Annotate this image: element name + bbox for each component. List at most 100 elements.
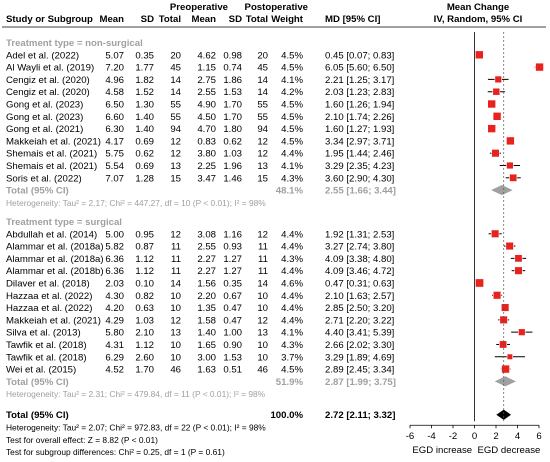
header-pre-mean: Mean: [99, 14, 124, 25]
post-sd-value: 1.86: [223, 75, 242, 86]
study-square: [475, 50, 484, 60]
x-tick-label: -6: [406, 431, 415, 442]
pre-mean-value: 5.54: [105, 161, 124, 172]
pre-mean-value: 4.30: [105, 291, 124, 302]
x-axis-right-label: EGD decrease: [477, 445, 540, 456]
pre-mean-value: 5.07: [105, 50, 124, 61]
subgroup-total-weight: 51.9%: [276, 377, 304, 388]
pre-total-value: 14: [170, 87, 181, 98]
post-total-value: 11: [258, 266, 268, 277]
study-square: [500, 303, 510, 312]
post-sd-value: 1.53: [223, 352, 242, 363]
study-label: Dilaver et al. (2018): [6, 278, 90, 289]
post-total-value: 55: [257, 100, 268, 111]
post-sd-value: 1.27: [223, 266, 242, 277]
pre-mean-value: 4.17: [105, 136, 124, 147]
post-mean-value: 2.75: [197, 75, 216, 86]
post-sd-value: 0.93: [223, 242, 242, 253]
x-tick-label: 4: [515, 431, 521, 442]
study-square: [506, 353, 513, 360]
header-plot-title: Mean Change: [447, 2, 509, 13]
subgroup-diamond: [491, 185, 513, 196]
pre-sd-value: 0.82: [135, 291, 154, 302]
overall-total-md: 2.72 [2.11; 3.32]: [325, 410, 395, 421]
post-mean-value: 2.25: [197, 161, 216, 172]
md-ci-value: 0.47 [0.31; 0.63]: [325, 278, 394, 289]
post-sd-value: 0.35: [223, 278, 242, 289]
post-total-value: 15: [257, 173, 268, 184]
pre-total-value: 13: [170, 161, 181, 172]
pre-total-value: 14: [170, 278, 181, 289]
x-tick-label: 6: [536, 431, 541, 442]
study-label: Hazzaa et al. (2022): [6, 303, 92, 314]
header-plot-subtitle: IV, Random, 95% CI: [434, 14, 523, 25]
pre-total-value: 11: [171, 266, 181, 277]
pre-mean-value: 6.60: [105, 112, 124, 123]
post-mean-value: 2.55: [197, 242, 216, 253]
md-ci-value: 3.27 [2.74; 3.80]: [325, 242, 394, 253]
overall-footnote: Test for overall effect: Z = 8.82 (P < 0…: [6, 435, 158, 445]
pre-mean-value: 5.80: [105, 328, 124, 339]
study-square: [487, 124, 497, 133]
header-pre-sd: SD: [141, 14, 154, 25]
study-square: [490, 229, 500, 238]
pre-sd-value: 1.28: [135, 173, 154, 184]
pre-total-value: 55: [170, 100, 181, 111]
post-sd-value: 1.00: [223, 328, 242, 339]
study-square: [535, 62, 544, 72]
weight-value: 4.4%: [281, 315, 303, 326]
pre-total-value: 94: [170, 124, 181, 135]
study-label: Cengiz et al. (2020): [6, 75, 90, 86]
md-ci-value: 4.09 [3.46; 4.72]: [325, 266, 394, 277]
study-square: [487, 99, 497, 109]
post-total-value: 13: [257, 161, 268, 172]
pre-mean-value: 5.00: [105, 229, 124, 240]
weight-value: 4.5%: [281, 136, 303, 147]
pre-sd-value: 0.35: [135, 50, 154, 61]
subgroup-label: Treatment type = non-surgical: [6, 38, 143, 49]
pre-mean-value: 4.20: [105, 303, 124, 314]
post-total-value: 10: [257, 303, 268, 314]
post-total-value: 55: [257, 112, 268, 123]
weight-value: 4.1%: [281, 328, 303, 339]
header-post-sd: SD: [229, 14, 242, 25]
study-square: [492, 112, 502, 121]
study-label: Adel et al. (2022): [6, 50, 79, 61]
post-mean-value: 4.70: [197, 124, 216, 135]
post-sd-value: 0.62: [223, 136, 242, 147]
pre-total-value: 13: [170, 328, 181, 339]
pre-sd-value: 1.40: [135, 124, 154, 135]
header-study: Study or Subgroup: [6, 14, 93, 25]
post-mean-value: 3.08: [197, 229, 216, 240]
overall-total-label: Total (95% CI): [6, 410, 69, 421]
weight-value: 4.6%: [281, 278, 303, 289]
md-ci-value: 1.60 [1.26; 1.94]: [325, 100, 394, 111]
md-ci-value: 1.60 [1.27; 1.93]: [325, 124, 394, 135]
x-tick-label: -2: [449, 431, 458, 442]
post-mean-value: 1.58: [197, 315, 216, 326]
post-mean-value: 2.55: [197, 87, 216, 98]
md-ci-value: 2.10 [1.63; 2.57]: [325, 291, 394, 302]
weight-value: 4.2%: [281, 87, 303, 98]
study-square: [506, 136, 515, 146]
md-ci-value: 4.09 [3.38; 4.80]: [325, 254, 394, 265]
post-mean-value: 4.50: [197, 112, 216, 123]
study-square: [494, 75, 502, 84]
study-square: [491, 149, 500, 158]
pre-total-value: 10: [170, 340, 181, 351]
study-label: Soris et al. (2022): [6, 173, 82, 184]
subgroup-total-weight: 48.1%: [276, 186, 304, 197]
study-label: Hazzaa et al. (2022): [6, 291, 92, 302]
pre-total-value: 15: [170, 173, 181, 184]
pre-mean-value: 6.50: [105, 100, 124, 111]
post-total-value: 10: [257, 340, 268, 351]
weight-value: 4.5%: [281, 100, 303, 111]
pre-total-value: 11: [171, 242, 181, 253]
post-sd-value: 0.47: [223, 315, 242, 326]
weight-value: 4.4%: [281, 149, 303, 160]
post-total-value: 10: [257, 352, 268, 363]
pre-sd-value: 0.95: [135, 229, 154, 240]
pre-mean-value: 4.52: [105, 365, 124, 376]
study-square: [492, 87, 501, 96]
pre-mean-value: 5.75: [105, 149, 124, 160]
